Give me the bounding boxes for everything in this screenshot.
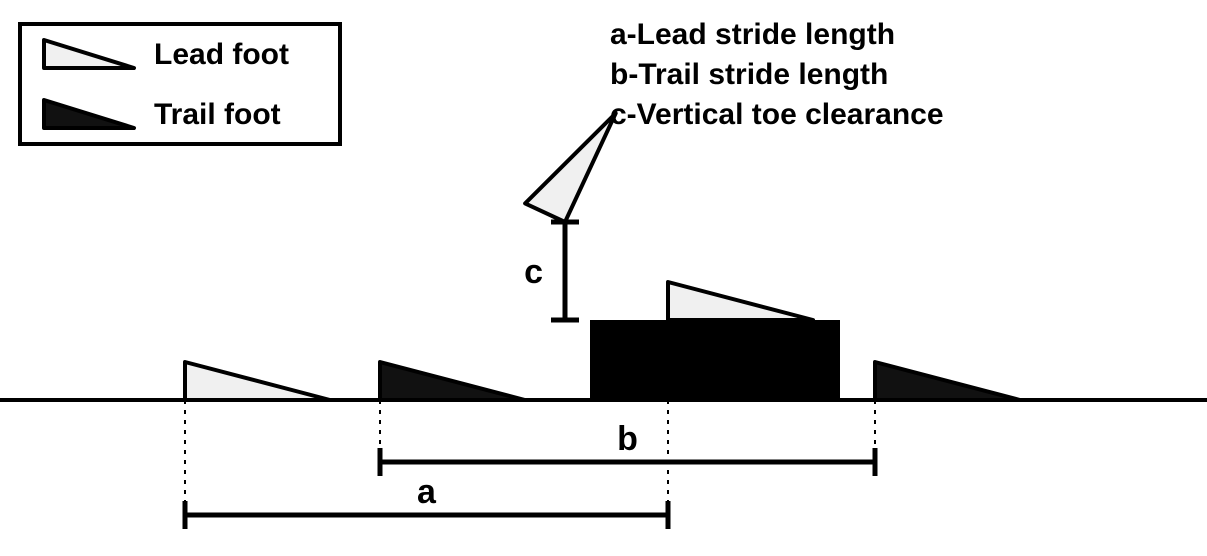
lead-foot-icon	[44, 40, 134, 68]
legend-label-trail: Trail foot	[154, 98, 281, 131]
obstacle-block	[590, 320, 840, 400]
description-line: c-Vertical toe clearance	[610, 98, 944, 131]
stride-diagram: c b a Lead foot Trail foot a-Lead stride leng…	[0, 0, 1207, 551]
dim-a-label: a	[417, 473, 437, 511]
lead-foot-icon	[668, 282, 813, 320]
trail-foot-icon	[44, 100, 134, 128]
dim-c-label: c	[524, 253, 543, 291]
dim-b-label: b	[617, 420, 638, 458]
description-line: a-Lead stride length	[610, 18, 895, 51]
trail-foot-icon	[380, 362, 525, 400]
lead-foot-icon	[185, 362, 330, 400]
lead-foot-icon	[525, 95, 616, 222]
trail-foot-icon	[875, 362, 1020, 400]
description-line: b-Trail stride length	[610, 58, 888, 91]
legend-label-lead: Lead foot	[154, 38, 289, 71]
